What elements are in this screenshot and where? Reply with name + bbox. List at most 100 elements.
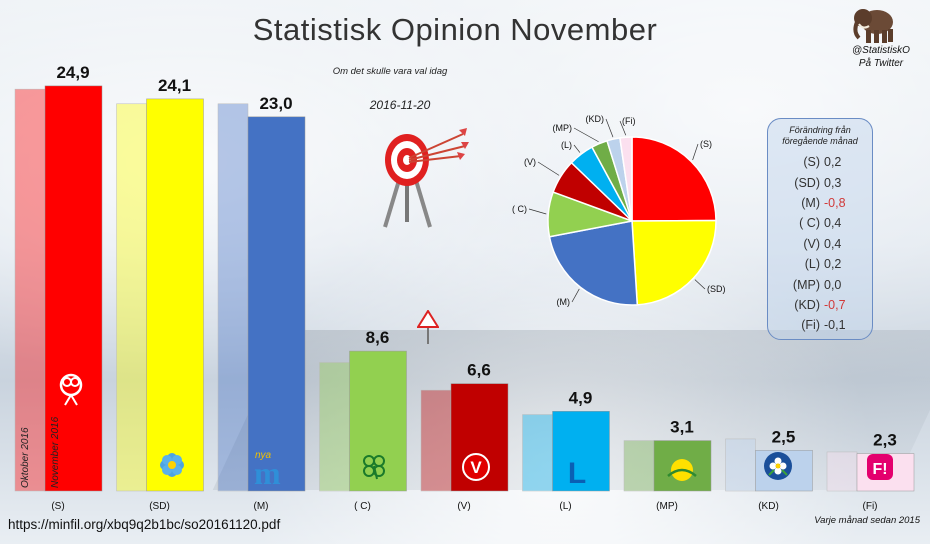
change-row: (V) 0,4 xyxy=(768,234,872,254)
tick-label-fi: (Fi) xyxy=(863,501,878,512)
pie-slice-sd xyxy=(631,219,717,306)
m-logo: m xyxy=(254,455,281,491)
chart-title: Statistisk Opinion November xyxy=(252,12,658,47)
l-logo-text: L xyxy=(568,457,586,490)
twitter-handle: @StatistiskO På Twitter xyxy=(836,44,926,70)
pie-leader-fi xyxy=(619,120,627,136)
v-logo-text: V xyxy=(470,458,482,477)
data-label-s: 24,9 xyxy=(56,63,89,82)
fi-logo-text: F! xyxy=(872,461,887,478)
data-label-m: 23,0 xyxy=(259,94,292,113)
change-panel: Förändring från föregående månad (S) 0,2(… xyxy=(767,118,873,340)
bar-oktober-mp xyxy=(623,440,655,492)
change-party: (MP) xyxy=(792,277,820,292)
legend-november: November 2016 xyxy=(50,416,61,488)
handle-text: @StatistiskO xyxy=(852,45,910,56)
change-row: (MP) 0,0 xyxy=(768,274,872,294)
change-party: (SD) xyxy=(794,175,820,190)
road-sign-icon xyxy=(417,310,439,344)
pie-label-v: (V) xyxy=(524,157,536,167)
pie-leader-kd xyxy=(605,118,614,138)
bar-november-l xyxy=(552,411,610,492)
change-party: (L) xyxy=(804,257,820,272)
pie-slice-m xyxy=(548,220,639,306)
change-value: -0,1 xyxy=(824,318,846,333)
footnote: Varje månad sedan 2015 xyxy=(814,515,920,526)
change-value: 0,0 xyxy=(824,277,842,292)
bar-oktober-l xyxy=(522,414,553,492)
bar-oktober-c xyxy=(319,362,350,492)
change-row: ( C) 0,4 xyxy=(768,213,872,233)
pie-label-fi: (Fi) xyxy=(622,116,636,126)
chart-subtitle: Om det skulle vara val idag xyxy=(332,66,448,77)
bar-november-s xyxy=(44,85,103,492)
chart-date: 2016-11-20 xyxy=(369,98,431,112)
pie-leader-mp xyxy=(573,127,599,143)
rose-icon xyxy=(59,373,83,406)
tick-label-mp: (MP) xyxy=(656,501,678,512)
pie-leader-m xyxy=(571,288,580,303)
tick-label-sd: (SD) xyxy=(149,501,170,512)
change-value: -0,8 xyxy=(824,195,846,210)
tick-label-c: ( C) xyxy=(354,501,371,512)
pie-leader-c xyxy=(528,208,547,215)
pie-slice-s xyxy=(631,136,717,222)
pie-label-s: (S) xyxy=(700,139,712,149)
data-label-kd: 2,5 xyxy=(772,427,796,446)
mammoth-icon xyxy=(853,9,893,43)
bar-oktober-fi xyxy=(826,451,858,492)
tick-label-s: (S) xyxy=(51,501,64,512)
handle-sub: På Twitter xyxy=(858,58,904,69)
bar-november-c xyxy=(349,350,407,492)
sun-icon xyxy=(667,459,697,481)
anemone-icon xyxy=(764,452,792,480)
pie-leader-v xyxy=(537,161,560,176)
data-label-sd: 24,1 xyxy=(158,76,191,95)
change-row: (M) -0,8 xyxy=(768,193,872,213)
change-party: (M) xyxy=(801,195,820,210)
pie-leader-s xyxy=(692,143,699,161)
change-value: 0,4 xyxy=(824,236,842,251)
data-label-v: 6,6 xyxy=(467,361,491,380)
tick-label-v: (V) xyxy=(457,501,470,512)
pie-chart: (S) (SD) (M) ( C) (V) (L) (MP) (KD) (Fi) xyxy=(512,114,726,307)
change-row: (S) 0,2 xyxy=(768,152,872,172)
change-value: 0,4 xyxy=(824,216,842,231)
bar-oktober-s xyxy=(14,88,46,492)
source-link[interactable]: https://minfil.org/xbq9q2b1bc/so20161120… xyxy=(8,517,281,532)
target-icon xyxy=(383,128,469,228)
pie-label-m: (M) xyxy=(557,297,571,307)
change-value: 0,3 xyxy=(824,175,842,190)
data-label-l: 4,9 xyxy=(569,388,593,407)
legend-october: Oktober 2016 xyxy=(20,427,31,488)
pie-label-c: ( C) xyxy=(512,204,527,214)
pie-label-kd: (KD) xyxy=(586,114,605,124)
tick-label-kd: (KD) xyxy=(758,501,779,512)
data-label-c: 8,6 xyxy=(366,328,390,347)
clover-icon xyxy=(363,455,385,480)
change-row: (KD) -0,7 xyxy=(768,295,872,315)
change-party: (S) xyxy=(803,155,820,170)
pie-label-mp: (MP) xyxy=(553,123,573,133)
change-party: (V) xyxy=(803,236,820,251)
l-logo: L xyxy=(568,457,586,490)
fi-logo: F! xyxy=(867,454,893,480)
data-label-fi: 2,3 xyxy=(873,431,897,450)
change-rows: (S) 0,2 (SD) 0,3 (M) -0,8( C) 0,4 (V) 0,4 (L) 0,2(… xyxy=(768,152,872,336)
change-value: 0,2 xyxy=(824,155,842,170)
bar-oktober-kd xyxy=(725,438,756,492)
pie-label-sd: (SD) xyxy=(707,284,726,294)
change-value: 0,2 xyxy=(824,257,842,272)
bars-layer: 24,9 (S) 24,1 (SD) 23,0 (M) 8,6 ( C) 6,6 (V) 4,9 (L… xyxy=(14,63,915,512)
v-logo: V xyxy=(462,453,490,481)
change-party: ( C) xyxy=(799,216,820,231)
bar-oktober-v xyxy=(420,389,452,492)
change-panel-title: Förändring från föregående månad xyxy=(782,125,858,146)
change-row: (L) 0,2 xyxy=(768,254,872,274)
change-row: (Fi) -0,1 xyxy=(768,315,872,335)
bar-oktober-sd xyxy=(116,103,147,492)
tick-label-l: (L) xyxy=(559,501,571,512)
flower-icon xyxy=(160,453,184,477)
tick-label-m: (M) xyxy=(254,501,269,512)
